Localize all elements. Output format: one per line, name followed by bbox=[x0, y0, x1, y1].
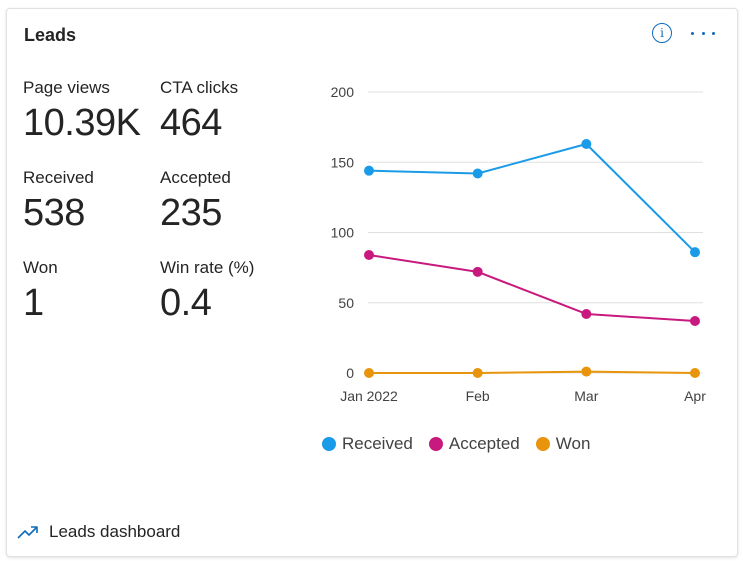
metric-cta-clicks: CTA clicks 464 bbox=[160, 78, 238, 145]
metric-win-rate: Win rate (%) 0.4 bbox=[160, 258, 254, 325]
data-point-won bbox=[472, 368, 483, 378]
metric-value: 1 bbox=[23, 282, 44, 324]
info-icon[interactable]: i bbox=[652, 23, 672, 43]
leads-dashboard-label: Leads dashboard bbox=[49, 522, 181, 541]
legend-item-accepted[interactable]: Accepted bbox=[428, 434, 520, 454]
data-point-accepted bbox=[581, 308, 592, 319]
legend-dot-icon bbox=[535, 437, 550, 451]
card-title: Leads bbox=[24, 25, 77, 45]
data-point-won bbox=[581, 366, 592, 377]
legend-label: Accepted bbox=[448, 434, 520, 453]
chart-legend: Received Accepted Won bbox=[322, 434, 590, 454]
metric-won: Won 1 bbox=[23, 258, 58, 325]
x-tick-label: Mar bbox=[574, 388, 598, 404]
leads-line-chart: 0 50 100 150 200 Jan 2022 Feb Mar Apr bbox=[331, 84, 707, 404]
series-line-won bbox=[369, 370, 696, 374]
y-tick-label: 200 bbox=[331, 84, 355, 100]
metric-label: Won bbox=[23, 258, 58, 277]
y-tick-label: 50 bbox=[338, 295, 354, 311]
data-point-won bbox=[364, 368, 374, 378]
x-tick-label: Jan 2022 bbox=[340, 388, 398, 404]
metric-page-views: Page views 10.39K bbox=[23, 78, 141, 145]
legend-label: Won bbox=[555, 434, 591, 453]
x-tick-label: Feb bbox=[466, 388, 490, 404]
data-point-received bbox=[364, 165, 374, 176]
metric-value: 10.39K bbox=[23, 102, 141, 144]
metric-label: Page views bbox=[23, 78, 110, 97]
more-options-icon[interactable] bbox=[691, 23, 715, 43]
data-point-accepted bbox=[364, 249, 374, 260]
legend-item-received[interactable]: Received bbox=[322, 434, 413, 454]
leads-card: Leads i bbox=[6, 8, 738, 557]
trending-up-icon bbox=[17, 526, 38, 539]
y-tick-label: 100 bbox=[331, 225, 355, 241]
legend-item-won[interactable]: Won bbox=[535, 434, 591, 454]
y-tick-label: 0 bbox=[346, 365, 354, 381]
metric-label: Accepted bbox=[160, 168, 231, 187]
metric-received: Received 538 bbox=[23, 168, 94, 235]
metric-value: 464 bbox=[160, 102, 222, 144]
legend-dot-icon bbox=[428, 437, 443, 451]
data-point-received bbox=[472, 168, 483, 179]
metric-value: 538 bbox=[23, 192, 85, 234]
legend-dot-icon bbox=[322, 437, 336, 451]
series-line-accepted bbox=[368, 253, 696, 323]
data-point-accepted bbox=[472, 266, 483, 277]
metric-value: 235 bbox=[160, 192, 222, 234]
metric-label: Win rate (%) bbox=[160, 258, 255, 277]
data-point-received bbox=[690, 247, 700, 258]
series-line-received bbox=[368, 142, 696, 253]
metric-value: 0.4 bbox=[160, 282, 212, 324]
data-point-won bbox=[690, 368, 700, 378]
y-tick-label: 150 bbox=[331, 154, 355, 170]
data-point-received bbox=[581, 138, 592, 149]
legend-label: Received bbox=[342, 434, 413, 453]
metric-accepted: Accepted 235 bbox=[160, 168, 231, 235]
leads-dashboard-link[interactable]: Leads dashboard bbox=[17, 522, 180, 542]
metric-label: CTA clicks bbox=[160, 78, 239, 97]
x-tick-label: Apr bbox=[684, 388, 706, 404]
data-point-accepted bbox=[690, 316, 700, 327]
metric-label: Received bbox=[23, 168, 94, 187]
